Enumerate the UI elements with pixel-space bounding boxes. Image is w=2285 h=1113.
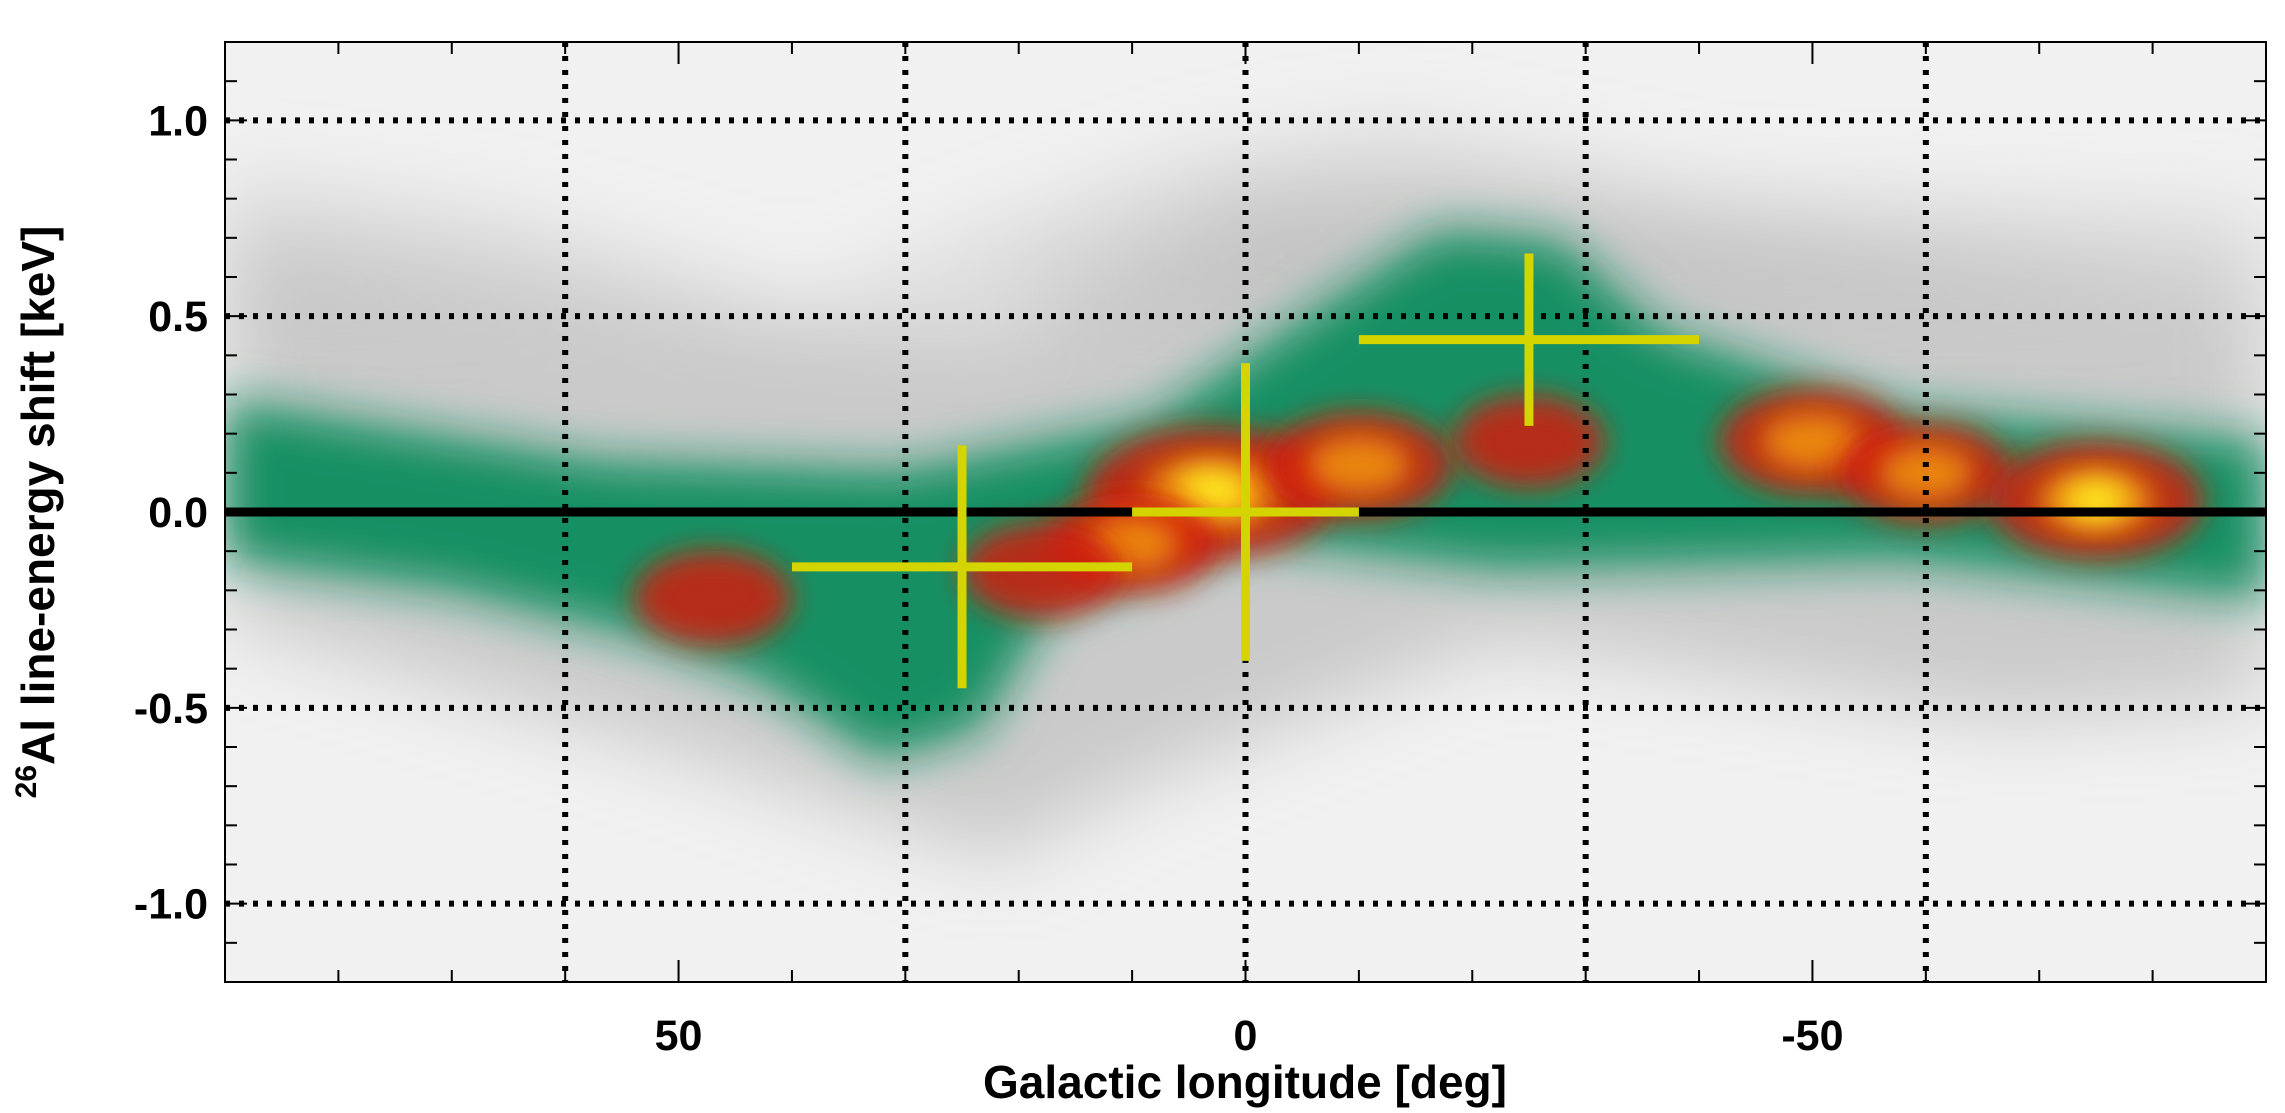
emission-blob-5 [1988,441,2204,560]
y-tick-label: 0.5 [148,293,208,341]
y-axis-title-main: Al line-energy shift [keV] [12,226,64,765]
x-tick-label: -50 [1781,1012,1843,1060]
tick-labels: 50 0 -50 1.0 0.5 0.0 -0.5 -1.0 [134,97,1844,1060]
emission-blob-8 [633,550,793,646]
y-tick-label: 1.0 [148,97,208,145]
emission-blob-1 [1265,411,1453,519]
y-axis-title: 26Al line-energy shift [keV] [10,226,64,799]
x-axis-title: Galactic longitude [deg] [983,1056,1507,1108]
x-tick-label: 50 [655,1012,703,1060]
emission-blob-4 [1839,422,2013,524]
data-point-1 [1132,363,1359,661]
data-point-2 [1358,253,1700,426]
y-axis-title-sup: 26 [10,765,43,798]
data-point-0 [791,445,1133,689]
grid-lines [225,42,2266,982]
emission-blob-2 [1452,395,1605,488]
y-tick-label: -0.5 [134,685,208,733]
x-tick-label: 0 [1234,1012,1258,1060]
y-tick-label: -1.0 [134,881,208,929]
data-points [791,253,1700,689]
tick-marks [225,42,2266,982]
y-tick-label: 0.0 [148,489,208,537]
